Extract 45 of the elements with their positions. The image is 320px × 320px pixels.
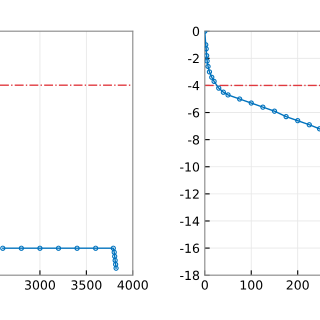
point xyxy=(56,246,62,251)
point xyxy=(93,246,98,251)
y-tick-label: -16 xyxy=(180,244,200,254)
x-tick-label: 3000 xyxy=(24,280,56,290)
y-tick-label: -12 xyxy=(180,189,199,199)
point xyxy=(204,52,210,58)
point xyxy=(204,58,210,64)
point xyxy=(283,114,289,120)
point xyxy=(18,246,24,251)
point xyxy=(112,250,117,255)
x-tick-label: 0 xyxy=(202,280,208,290)
point xyxy=(237,96,242,102)
y-tick-label: -18 xyxy=(180,270,200,280)
point xyxy=(272,108,278,114)
point xyxy=(0,246,6,251)
x-tick-label: 100 xyxy=(240,280,262,290)
y-tick-label: -4 xyxy=(188,81,200,90)
y-tick-label: 0 xyxy=(192,26,200,36)
y-tick-label: -2 xyxy=(188,54,199,64)
point xyxy=(209,74,214,80)
point xyxy=(112,262,118,268)
point xyxy=(112,258,118,263)
point xyxy=(295,118,300,124)
point xyxy=(211,78,217,84)
point xyxy=(204,46,209,52)
point xyxy=(248,100,254,106)
y-tick-label: -14 xyxy=(180,216,200,226)
point xyxy=(260,104,266,110)
y-tick-label: -8 xyxy=(188,135,200,145)
point xyxy=(112,254,118,259)
point xyxy=(206,69,212,75)
point xyxy=(220,90,226,95)
point xyxy=(205,64,211,70)
point xyxy=(306,122,312,128)
point xyxy=(37,246,43,251)
point xyxy=(216,85,222,91)
point xyxy=(225,92,231,98)
point xyxy=(113,266,119,271)
x-tick-label: 3500 xyxy=(71,280,102,290)
point xyxy=(110,246,116,251)
x-tick-label: 200 xyxy=(286,280,309,290)
y-tick-label: -10 xyxy=(180,162,200,172)
point xyxy=(74,246,80,251)
y-tick-label: -6 xyxy=(188,108,200,118)
x-tick-label: 4000 xyxy=(118,280,148,290)
